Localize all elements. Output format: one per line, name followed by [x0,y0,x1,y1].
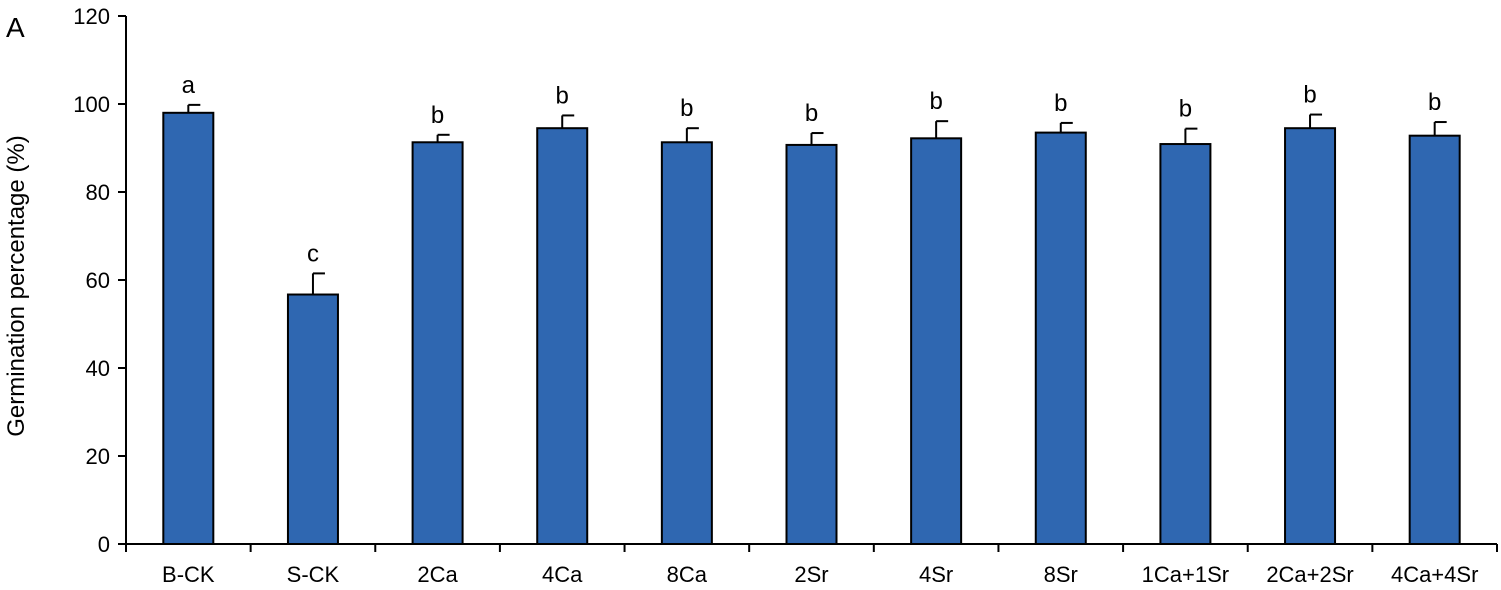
x-tick-label: S-CK [287,562,340,587]
x-tick-label: 8Sr [1044,562,1078,587]
x-tick-label: B-CK [162,562,215,587]
bar [785,143,838,545]
y-tick-label: 40 [86,356,110,381]
x-tick-label: 4Ca [542,562,583,587]
bar [1159,143,1212,545]
significance-label: b [1428,89,1441,116]
y-tick-label: 120 [73,4,110,29]
y-tick-label: 20 [86,444,110,469]
bar [910,137,963,545]
significance-label: b [805,100,818,127]
x-tick-label: 4Sr [919,562,953,587]
panel-label: A [6,12,25,43]
x-tick-label: 2Ca [417,562,458,587]
significance-label: b [556,82,569,109]
x-tick-label: 2Ca+2Sr [1266,562,1353,587]
significance-label: b [1054,90,1067,117]
bar [411,141,464,545]
x-tick-label: 2Sr [794,562,828,587]
x-tick-label: 1Ca+1Sr [1142,562,1229,587]
significance-labels-group: a c b b b b b b b b b [182,72,1442,268]
bar [162,111,215,546]
bars-group [162,111,1461,546]
bar [1034,131,1087,545]
significance-label: b [929,88,942,115]
x-axis: B-CK S-CK 2Ca 4Ca 8Ca 2Sr 4Sr 8Sr 1Ca+1Sr 2Ca+2Sr… [125,543,1498,587]
significance-label: a [182,72,196,99]
significance-label: b [1303,82,1316,109]
x-tick-label: 8Ca [667,562,708,587]
significance-label: b [1179,96,1192,123]
y-axis: 0 20 40 60 80 100 120 [73,4,127,557]
x-tick-label: 4Ca+4Sr [1391,562,1478,587]
bar [1408,134,1461,545]
bar [536,127,589,545]
significance-label: b [680,95,693,122]
significance-label: c [307,240,319,267]
bar [286,293,339,545]
y-tick-label: 80 [86,180,110,205]
y-axis-label: Germination percentage (%) [3,135,30,436]
significance-label: b [431,102,444,129]
error-bars-group [187,103,1447,295]
y-tick-label: 60 [86,268,110,293]
bar [660,141,713,545]
y-tick-label: 100 [73,92,110,117]
y-tick-label: 0 [98,532,110,557]
bar [1284,127,1337,545]
